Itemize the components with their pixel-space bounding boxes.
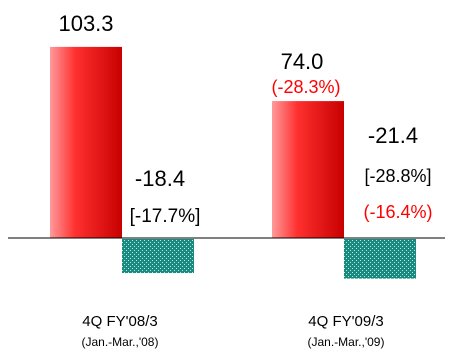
teal-ratio-label-1: [-17.7%] — [130, 206, 201, 227]
teal-bar-2 — [344, 239, 416, 279]
teal-ratio-label-2: [-28.8%] — [364, 166, 431, 186]
red-change-label-2: (-28.3%) — [271, 77, 340, 97]
red-bar-2 — [272, 101, 344, 238]
labels-layer: 4Q FY'08/3 (Jan.-Mar.,'08) 4Q FY'09/3 (Jan.… — [58, 11, 432, 349]
red-bar-1 — [50, 46, 122, 238]
teal-change-label-2: (-16.4%) — [363, 202, 432, 222]
category-sublabel-2: (Jan.-Mar.,'09) — [308, 335, 385, 349]
red-value-label-2: 74.0 — [281, 49, 324, 74]
category-sublabel-1: (Jan.-Mar.,'08) — [82, 335, 159, 349]
category-label-1: 4Q FY'08/3 — [82, 313, 157, 330]
category-label-2: 4Q FY'09/3 — [308, 313, 383, 330]
red-value-label-1: 103.3 — [58, 11, 113, 36]
bars-layer — [50, 46, 416, 279]
teal-value-label-1: -18.4 — [135, 166, 185, 191]
teal-value-label-2: -21.4 — [368, 123, 418, 148]
teal-bar-1 — [122, 239, 194, 274]
